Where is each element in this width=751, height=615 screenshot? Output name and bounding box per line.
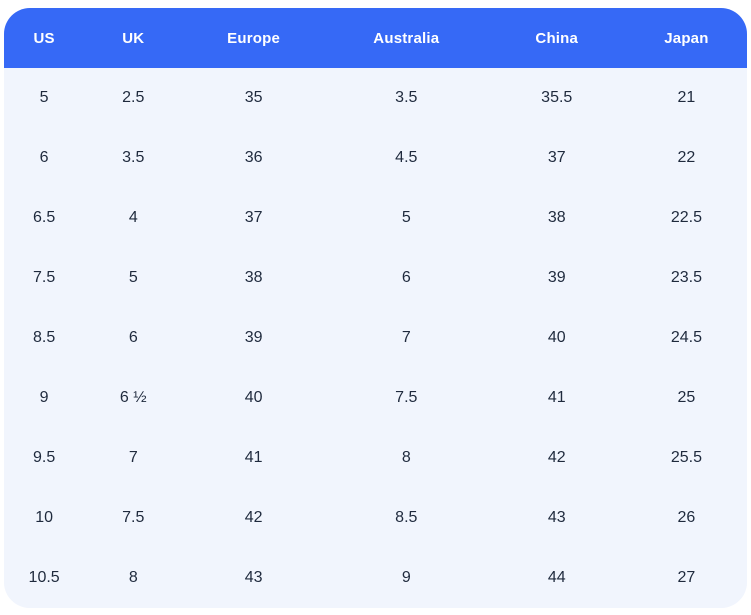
table-cell: 4: [84, 188, 183, 248]
table-cell: 6: [4, 128, 85, 188]
table-cell: 43: [182, 548, 325, 608]
table-cell: 25.5: [625, 428, 747, 488]
table-cell: 42: [487, 428, 626, 488]
table-cell: 44: [487, 548, 626, 608]
table-cell: 5: [4, 68, 85, 128]
table-cell: 6.5: [4, 188, 85, 248]
table-cell: 26: [625, 488, 747, 548]
table-cell: 35.5: [487, 68, 626, 128]
table-cell: 43: [487, 488, 626, 548]
table-cell: 7.5: [324, 368, 488, 428]
table-cell: 6 ½: [84, 368, 183, 428]
table-cell: 23.5: [625, 248, 747, 308]
table-cell: 9: [324, 548, 488, 608]
table-cell: 3.5: [324, 68, 488, 128]
shoe-size-conversion-card: US UK Europe Australia China Japan 5 2.5 3…: [4, 8, 747, 608]
column-header-us: US: [4, 8, 85, 68]
table-row: 10.5 8 43 9 44 27: [4, 548, 747, 608]
shoe-size-conversion-table: US UK Europe Australia China Japan 5 2.5 3…: [4, 8, 747, 608]
table-cell: 37: [487, 128, 626, 188]
column-header-japan: Japan: [625, 8, 747, 68]
table-cell: 35: [182, 68, 325, 128]
table-row: 6.5 4 37 5 38 22.5: [4, 188, 747, 248]
table-row: 6 3.5 36 4.5 37 22: [4, 128, 747, 188]
table-row: 5 2.5 35 3.5 35.5 21: [4, 68, 747, 128]
table-cell: 8: [324, 428, 488, 488]
table-body: 5 2.5 35 3.5 35.5 21 6 3.5 36 4.5 37 22 6.5 4 37 5 38 22.…: [4, 68, 747, 608]
table-cell: 3.5: [84, 128, 183, 188]
column-header-china: China: [487, 8, 626, 68]
table-row: 7.5 5 38 6 39 23.5: [4, 248, 747, 308]
table-cell: 4.5: [324, 128, 488, 188]
table-cell: 38: [487, 188, 626, 248]
table-cell: 2.5: [84, 68, 183, 128]
table-cell: 22.5: [625, 188, 747, 248]
table-cell: 5: [324, 188, 488, 248]
table-cell: 40: [487, 308, 626, 368]
table-cell: 39: [487, 248, 626, 308]
table-cell: 10: [4, 488, 85, 548]
table-cell: 21: [625, 68, 747, 128]
table-cell: 9: [4, 368, 85, 428]
table-cell: 42: [182, 488, 325, 548]
header-row: US UK Europe Australia China Japan: [4, 8, 747, 68]
column-header-australia: Australia: [324, 8, 488, 68]
table-cell: 24.5: [625, 308, 747, 368]
column-header-uk: UK: [84, 8, 183, 68]
table-cell: 7.5: [84, 488, 183, 548]
table-cell: 40: [182, 368, 325, 428]
table-cell: 36: [182, 128, 325, 188]
table-cell: 27: [625, 548, 747, 608]
column-header-europe: Europe: [182, 8, 325, 68]
table-cell: 6: [84, 308, 183, 368]
table-cell: 39: [182, 308, 325, 368]
table-cell: 38: [182, 248, 325, 308]
table-cell: 8.5: [324, 488, 488, 548]
table-cell: 5: [84, 248, 183, 308]
table-cell: 10.5: [4, 548, 85, 608]
table-cell: 7.5: [4, 248, 85, 308]
table-cell: 7: [84, 428, 183, 488]
table-cell: 9.5: [4, 428, 85, 488]
table-cell: 7: [324, 308, 488, 368]
table-cell: 41: [487, 368, 626, 428]
table-row: 9.5 7 41 8 42 25.5: [4, 428, 747, 488]
table-cell: 37: [182, 188, 325, 248]
table-cell: 8.5: [4, 308, 85, 368]
table-cell: 41: [182, 428, 325, 488]
table-cell: 6: [324, 248, 488, 308]
table-cell: 8: [84, 548, 183, 608]
table-cell: 25: [625, 368, 747, 428]
table-cell: 22: [625, 128, 747, 188]
table-row: 8.5 6 39 7 40 24.5: [4, 308, 747, 368]
table-row: 10 7.5 42 8.5 43 26: [4, 488, 747, 548]
table-header: US UK Europe Australia China Japan: [4, 8, 747, 68]
